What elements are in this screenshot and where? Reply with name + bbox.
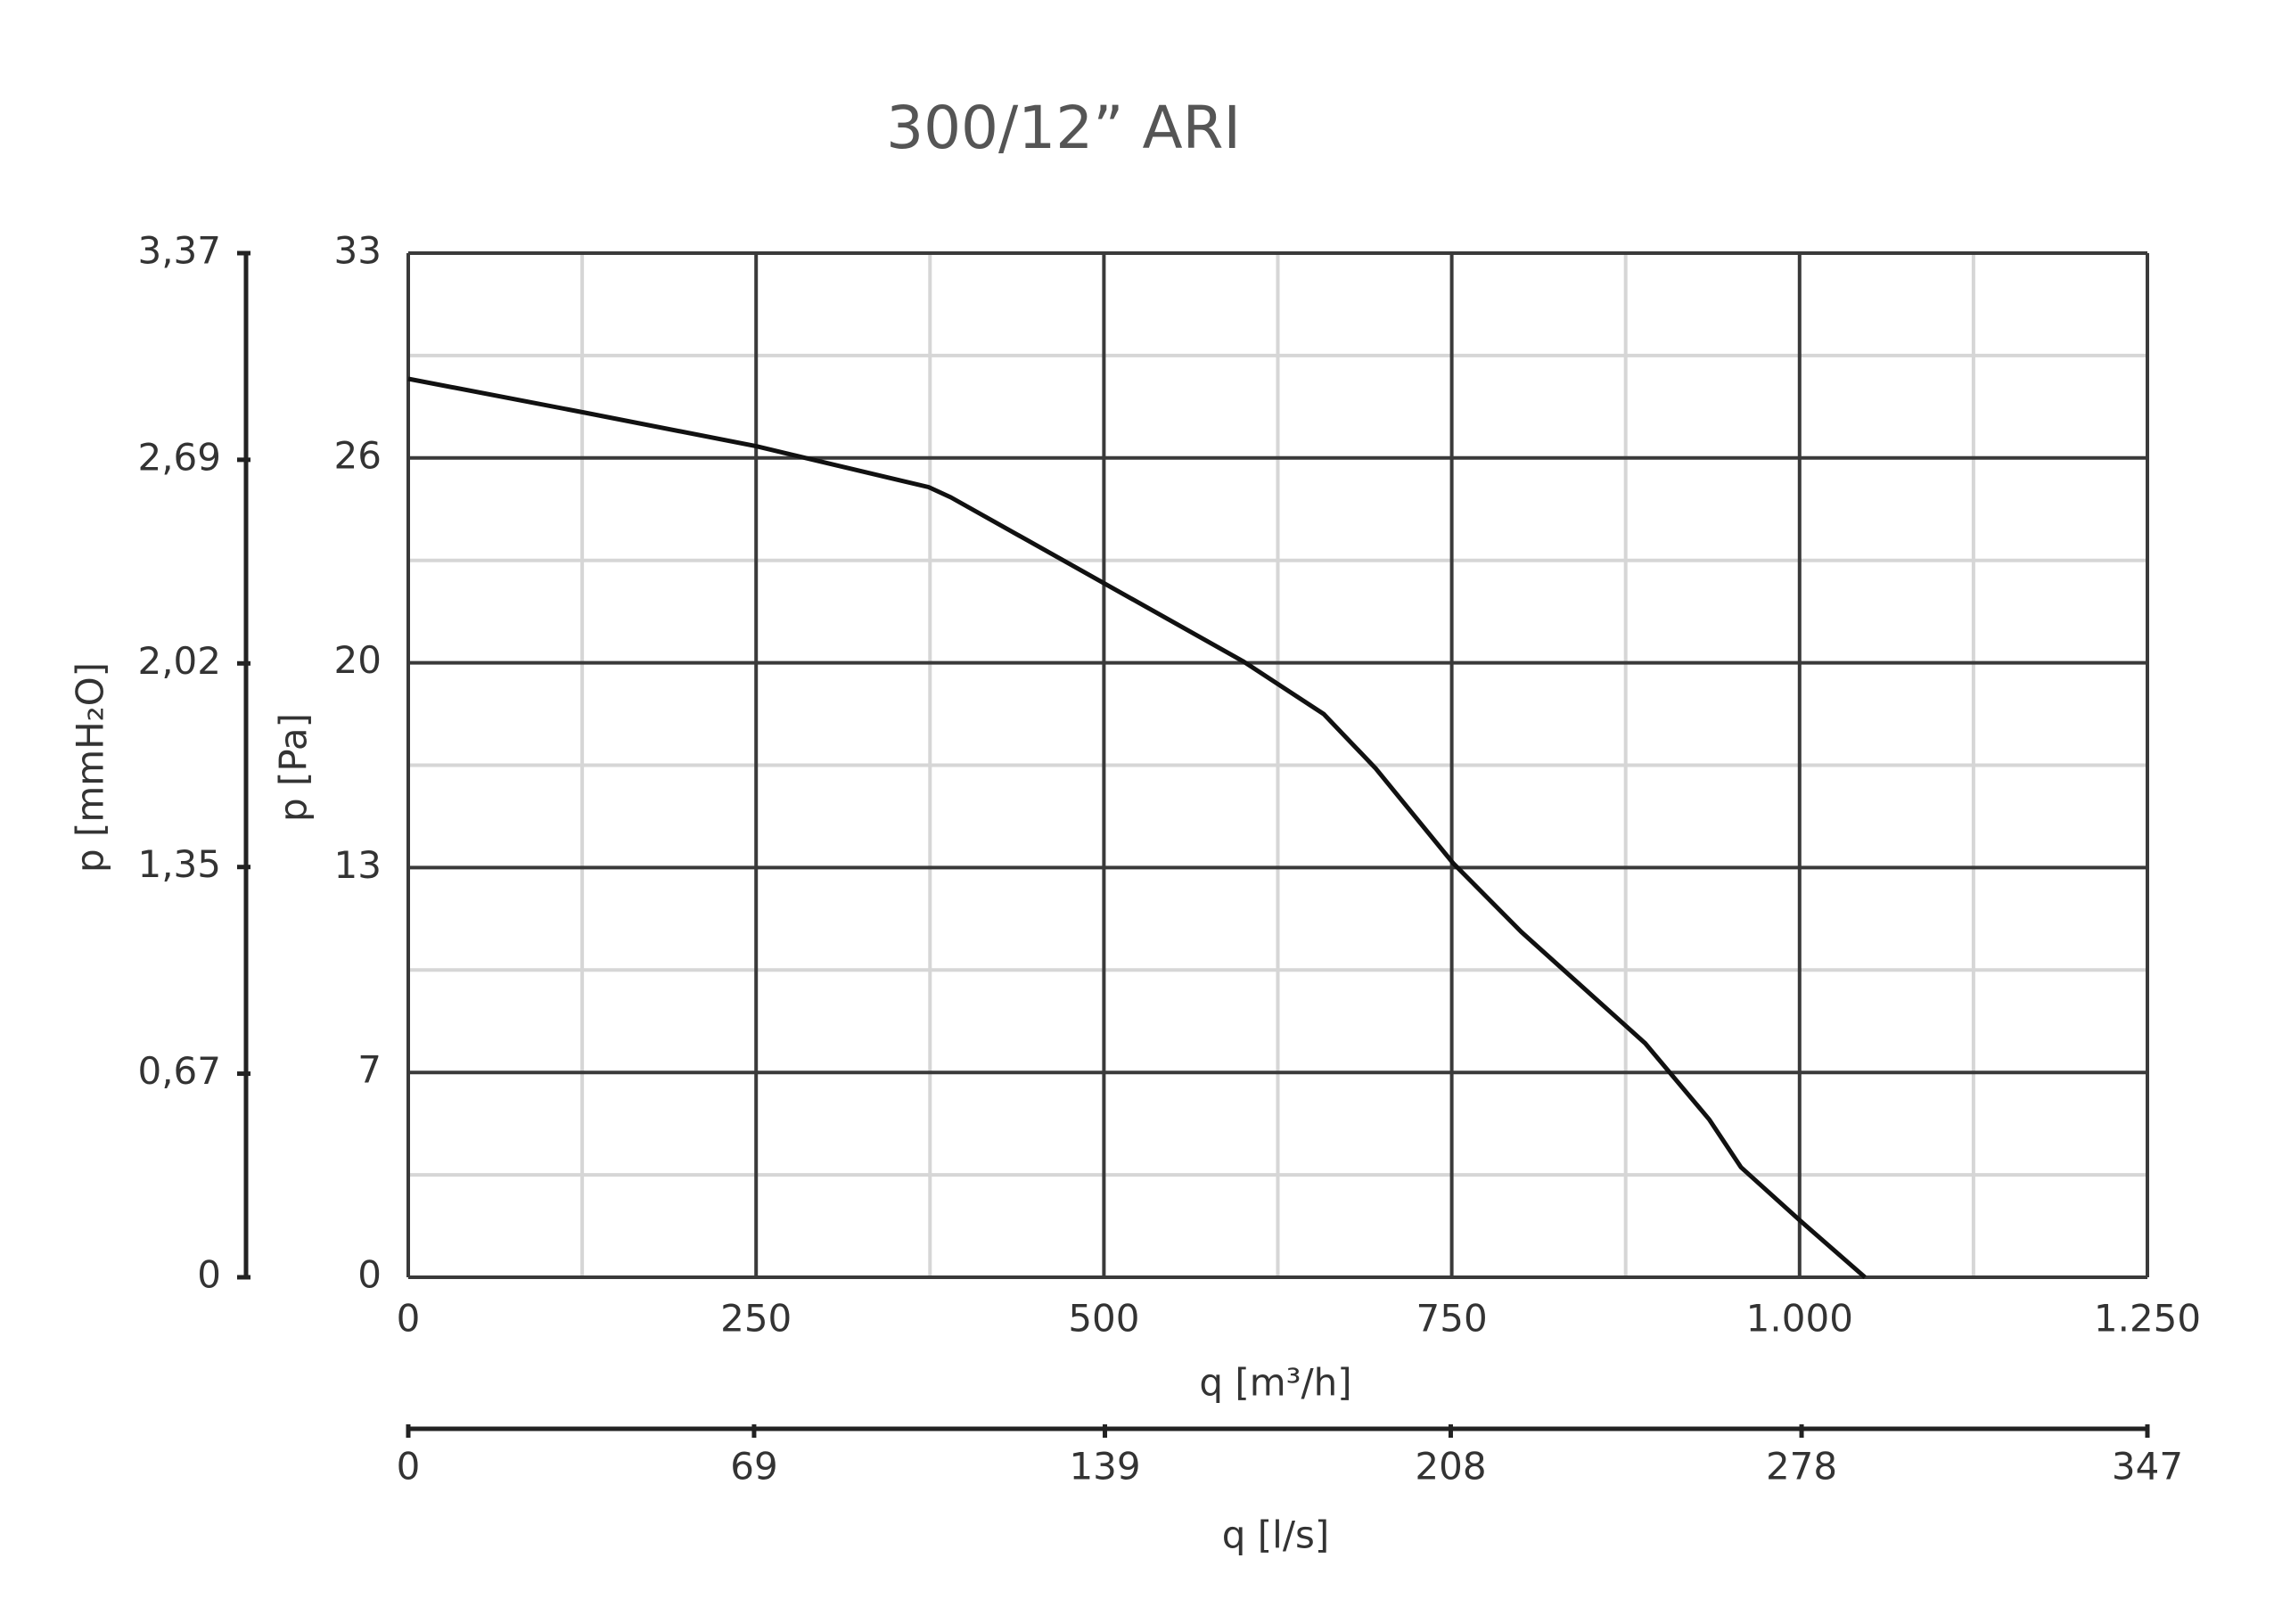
y2-tick-label: 2,02 xyxy=(137,639,221,683)
y2-tick-label: 3,37 xyxy=(137,229,221,273)
y-tick-label: 0 xyxy=(357,1253,382,1297)
y2-tick-label: 1,35 xyxy=(137,842,221,886)
x-tick-label: 0 xyxy=(397,1297,421,1341)
y2-axis-label: p [mmH₂O] xyxy=(69,662,112,873)
x2-tick-label: 278 xyxy=(1766,1445,1837,1489)
x2-tick-label: 208 xyxy=(1415,1445,1486,1489)
x2-tick-label: 347 xyxy=(2112,1445,2183,1489)
x2-tick-label: 139 xyxy=(1069,1445,1140,1489)
y2-tick-label: 0 xyxy=(197,1253,221,1297)
y-tick-label: 13 xyxy=(334,843,382,887)
x-tick-label: 1.250 xyxy=(2094,1297,2201,1341)
y-tick-label: 26 xyxy=(334,433,382,477)
y-tick-label: 20 xyxy=(334,638,382,682)
x2-axis-label: q [l/s] xyxy=(1222,1513,1329,1557)
chart-title: 300/12” ARI xyxy=(886,94,1241,162)
y-tick-label: 7 xyxy=(357,1048,382,1092)
x-tick-label: 250 xyxy=(720,1297,792,1341)
y-tick-label: 33 xyxy=(334,229,382,273)
x2-tick-label: 0 xyxy=(397,1445,421,1489)
y2-tick-label: 0,67 xyxy=(137,1049,221,1093)
x-tick-label: 1.000 xyxy=(1746,1297,1853,1341)
x-axis-label: q [m³/h] xyxy=(1199,1361,1351,1405)
x-tick-label: 750 xyxy=(1416,1297,1488,1341)
curve xyxy=(407,376,1867,1279)
x2-tick-label: 69 xyxy=(730,1445,777,1489)
x-tick-label: 500 xyxy=(1068,1297,1139,1341)
y2-tick-label: 2,69 xyxy=(137,435,221,479)
y-axis-label: p [Pa] xyxy=(272,713,316,822)
